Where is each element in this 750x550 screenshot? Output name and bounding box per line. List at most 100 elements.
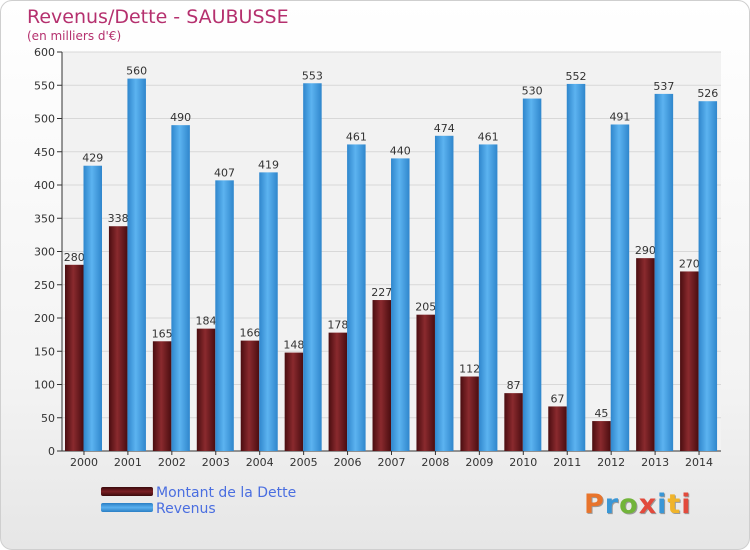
x-tick-label: 2007	[378, 456, 406, 469]
data-label: 270	[679, 257, 700, 270]
debt-bar	[108, 226, 128, 451]
legend-label-debt: Montant de la Dette	[156, 485, 297, 501]
revenue-bar	[347, 144, 366, 451]
revenue-bar	[610, 124, 630, 452]
data-label: 474	[434, 122, 455, 135]
logo-letter: P	[584, 489, 605, 520]
revenue-bar	[654, 93, 674, 452]
debt-bar	[284, 352, 304, 451]
data-label: 148	[283, 339, 304, 352]
logo-letter: i	[657, 489, 668, 520]
x-tick-label: 2000	[70, 456, 98, 469]
data-label: 419	[258, 158, 279, 171]
data-label: 553	[302, 69, 323, 82]
debt-bar	[636, 258, 655, 451]
data-label: 530	[522, 85, 543, 98]
x-tick-label: 2012	[597, 456, 625, 469]
data-label: 205	[415, 301, 436, 314]
data-label: 166	[239, 327, 260, 340]
y-tick-label: 400	[34, 179, 55, 192]
data-label: 165	[152, 327, 173, 340]
legend-swatch-revenue	[101, 503, 153, 512]
data-label: 440	[390, 144, 411, 157]
data-label: 526	[697, 87, 718, 100]
data-label: 227	[371, 286, 392, 299]
revenue-bar	[698, 101, 718, 452]
debt-bar	[592, 421, 611, 451]
logo-letter: t	[667, 489, 682, 520]
y-tick-label: 600	[34, 46, 55, 59]
revenue-bar	[522, 98, 542, 452]
y-tick-label: 450	[34, 146, 55, 159]
debt-bar	[460, 376, 479, 451]
debt-bar	[680, 271, 699, 451]
revenue-bar	[566, 83, 586, 452]
data-label: 178	[327, 319, 348, 332]
data-label: 461	[478, 130, 499, 143]
y-tick-label: 200	[34, 312, 55, 325]
data-label: 560	[126, 65, 147, 78]
data-label: 280	[64, 251, 85, 264]
legend-swatch-debt	[101, 487, 153, 496]
data-label: 429	[82, 152, 103, 165]
debt-bar	[240, 340, 260, 451]
data-label: 338	[108, 212, 129, 225]
data-label: 407	[214, 166, 235, 179]
x-tick-label: 2014	[685, 456, 713, 469]
debt-bar	[548, 406, 567, 451]
y-tick-label: 50	[41, 412, 55, 425]
proxiti-logo: Proxiti	[584, 489, 692, 520]
x-tick-label: 2008	[421, 456, 449, 469]
revenue-bar	[259, 172, 278, 452]
debt-bar	[152, 341, 172, 451]
revenue-bar	[127, 78, 146, 451]
debt-bar	[65, 264, 84, 451]
y-tick-label: 250	[34, 279, 55, 292]
logo-letter: o	[619, 489, 639, 520]
y-tick-label: 100	[34, 379, 55, 392]
y-tick-label: 0	[48, 445, 55, 458]
debt-bar	[328, 332, 348, 451]
y-tick-label: 550	[34, 79, 55, 92]
legend-label-revenue: Revenus	[156, 501, 216, 517]
data-label: 112	[459, 363, 480, 376]
revenue-bar	[434, 135, 454, 452]
chart-subtitle: (en milliers d'€)	[27, 29, 122, 43]
y-tick-label: 300	[34, 246, 55, 259]
revenue-bar	[478, 144, 498, 451]
x-tick-label: 2001	[114, 456, 142, 469]
y-tick-label: 150	[34, 345, 55, 358]
data-label: 491	[609, 110, 630, 123]
revenue-bar	[303, 83, 322, 451]
logo-letter: i	[681, 489, 692, 520]
logo-letter: r	[604, 489, 620, 520]
debt-bar	[504, 393, 523, 451]
revenue-bar	[83, 165, 102, 451]
data-label: 184	[196, 315, 217, 328]
x-tick-label: 2004	[246, 456, 274, 469]
debt-bar	[372, 300, 392, 451]
y-tick-label: 500	[34, 113, 55, 126]
x-tick-label: 2011	[553, 456, 581, 469]
data-label: 537	[653, 80, 674, 93]
x-tick-label: 2013	[641, 456, 669, 469]
data-label: 490	[170, 111, 191, 124]
x-tick-label: 2005	[290, 456, 318, 469]
x-tick-label: 2006	[334, 456, 362, 469]
data-label: 87	[507, 379, 521, 392]
debt-bar	[416, 314, 435, 451]
data-label: 45	[594, 407, 608, 420]
x-tick-label: 2003	[202, 456, 230, 469]
x-tick-label: 2002	[158, 456, 186, 469]
revenue-bar	[391, 158, 410, 451]
chart-title: Revenus/Dette - SAUBUSSE	[27, 6, 289, 28]
data-label: 67	[551, 392, 565, 405]
revenue-bar	[215, 180, 234, 451]
revenue-bar	[171, 125, 190, 452]
data-label: 290	[635, 244, 656, 257]
y-tick-label: 350	[34, 212, 55, 225]
logo-letter: x	[638, 489, 658, 520]
data-label: 552	[566, 70, 587, 83]
